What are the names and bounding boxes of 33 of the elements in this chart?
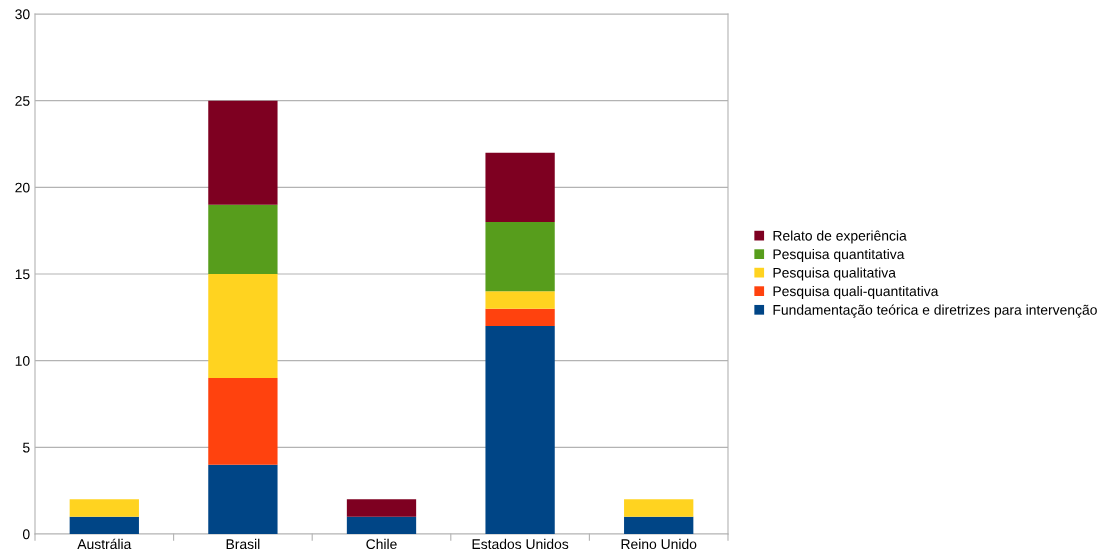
x-tick-label: Reino Unido <box>621 538 697 550</box>
bar <box>346 499 417 517</box>
y-tick-label: 5 <box>22 442 30 453</box>
x-tick-label: Chile <box>366 538 397 550</box>
x-tick-label: Estados Unidos <box>472 538 569 550</box>
legend-label: Fundamentação teórica e diretrizes para intervenção <box>773 304 1097 318</box>
bar <box>485 152 555 222</box>
bar <box>485 222 555 292</box>
bar <box>346 516 417 534</box>
legend-label: Pesquisa quantitativa <box>773 248 905 262</box>
legend-label: Pesquisa quali-quantitativa <box>773 285 939 299</box>
bar <box>624 516 694 534</box>
x-tick-label: Brasil <box>226 538 260 550</box>
y-tick-label: 15 <box>15 269 30 280</box>
bar <box>208 464 278 534</box>
x-tick-label: Austrália <box>77 538 132 550</box>
bar <box>208 378 278 465</box>
bar <box>485 291 555 309</box>
legend-label: Relato de experiência <box>773 230 907 244</box>
bar <box>208 204 278 274</box>
bar <box>208 274 278 378</box>
y-tick-label: 25 <box>15 96 30 106</box>
bar <box>485 326 555 534</box>
y-tick-label: 0 <box>22 529 30 540</box>
bar <box>485 308 555 326</box>
y-tick-label: 30 <box>15 9 30 20</box>
y-tick-label: 10 <box>15 356 30 366</box>
bar <box>69 499 139 517</box>
bar <box>69 516 139 534</box>
y-tick-label: 20 <box>15 182 30 193</box>
bar <box>208 100 278 205</box>
bar <box>624 499 694 517</box>
legend-label: Pesquisa qualitativa <box>773 267 896 281</box>
